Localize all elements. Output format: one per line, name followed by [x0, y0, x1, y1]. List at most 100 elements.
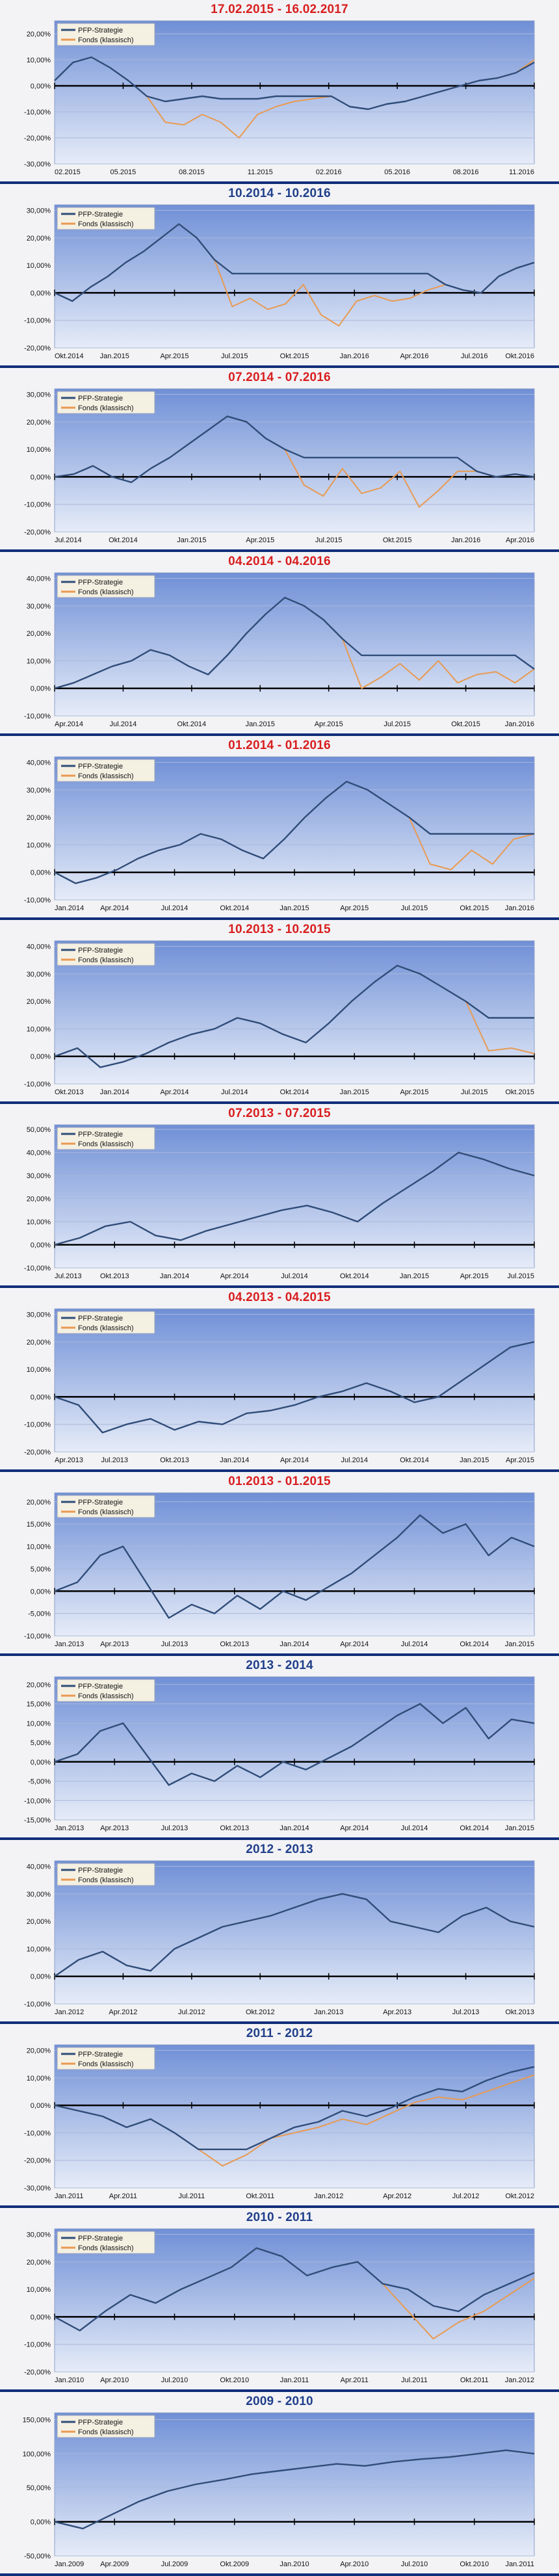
- y-tick-label: 10,00%: [27, 1544, 51, 1551]
- y-tick-label: -15,00%: [24, 1817, 51, 1824]
- chart-svg: 150,00% 100,00% 50,00% 0,00% -50,00% Jan.2009…: [23, 2412, 535, 2568]
- chart-svg: 50,00% 40,00% 30,00% 20,00% 10,00% 0,00% -10,0…: [24, 1124, 535, 1280]
- series-line: [54, 596, 535, 689]
- legend-label: Fonds (klassisch): [78, 588, 134, 596]
- series-line: [54, 2066, 535, 2151]
- x-tick-label: Apr.2014: [280, 1456, 309, 1464]
- series-line: [54, 56, 535, 111]
- legend-box: [57, 1679, 155, 1702]
- x-tick-label: Apr.2015: [400, 1088, 428, 1096]
- y-tick-label: 20,00%: [27, 2047, 51, 2055]
- x-tick-label: Jul.2013: [452, 2008, 480, 2016]
- y-tick-label: 0,00%: [31, 1393, 51, 1401]
- legend-label: PFP-Strategie: [78, 1315, 123, 1322]
- legend-label: PFP-Strategie: [78, 1131, 123, 1138]
- x-tick-label: Jan.2015: [400, 1272, 429, 1280]
- x-tick-label: Okt.2015: [383, 536, 412, 544]
- legend-label: PFP-Strategie: [78, 947, 123, 954]
- y-tick-label: 0,00%: [31, 2102, 51, 2110]
- x-tick-label: Okt.2014: [400, 1456, 429, 1464]
- chart-svg: 20,00% 10,00% 0,00% -10,00% -20,00% -30,00% Ja…: [24, 2044, 535, 2200]
- x-tick-label: Jan.2015: [505, 1824, 534, 1832]
- x-tick-label: Jan.2015: [177, 536, 206, 544]
- chart-title: 2011 - 2012: [246, 2027, 313, 2040]
- x-tick-label: Jul.2015: [401, 904, 428, 912]
- legend-box: [57, 1495, 155, 1518]
- y-tick-label: 0,00%: [31, 83, 51, 90]
- chart-title: 17.02.2015 - 16.02.2017: [211, 3, 348, 16]
- x-tick-label: Okt.2011: [246, 2192, 274, 2200]
- x-tick-label: 11.2015: [248, 168, 273, 176]
- x-tick-label: Jan.2016: [505, 904, 534, 912]
- y-tick-label: 10,00%: [27, 1720, 51, 1728]
- x-tick-label: Jan.2010: [55, 2376, 84, 2384]
- chart-title: 07.2013 - 07.2015: [228, 1107, 331, 1120]
- y-tick-label: -5,00%: [28, 1610, 51, 1618]
- y-tick-label: 30,00%: [27, 1891, 51, 1899]
- x-tick-label: Okt.2014: [109, 536, 138, 544]
- x-tick-label: Jul.2012: [452, 2192, 480, 2200]
- legend-label: Fonds (klassisch): [78, 1508, 134, 1516]
- chart-panel: 20,00% 10,00% 0,00% -10,00% -20,00% -30,00% Ja…: [0, 2024, 559, 2208]
- x-tick-label: Okt.2010: [460, 2560, 489, 2568]
- x-tick-label: Okt.2013: [220, 1824, 249, 1832]
- legend-label: Fonds (klassisch): [78, 1876, 134, 1884]
- y-tick-label: 40,00%: [27, 943, 51, 951]
- legend-label: PFP-Strategie: [78, 2419, 123, 2426]
- legend-label: PFP-Strategie: [78, 763, 123, 770]
- chart-panel: 20,00% 10,00% 0,00% -10,00% -20,00% -30,00% 02…: [0, 0, 559, 184]
- chart-panel: 50,00% 40,00% 30,00% 20,00% 10,00% 0,00% -10,0…: [0, 1104, 559, 1288]
- chart-svg: 40,00% 30,00% 20,00% 10,00% 0,00% -10,00% Okt.…: [24, 940, 535, 1096]
- y-tick-label: 30,00%: [27, 971, 51, 979]
- x-tick-label: Okt.2014: [55, 352, 84, 360]
- chart-svg: 30,00% 20,00% 10,00% 0,00% -10,00% -20,00% Okt…: [24, 204, 535, 360]
- x-tick-label: Apr.2009: [100, 2560, 129, 2568]
- y-tick-label: 20,00%: [27, 2259, 51, 2267]
- chart-svg: 40,00% 30,00% 20,00% 10,00% 0,00% -10,00% Jan.…: [24, 1860, 535, 2016]
- chart-svg: 20,00% 15,00% 10,00% 5,00% 0,00% -5,00% -10,00…: [24, 1676, 535, 1832]
- chart-panel: 30,00% 20,00% 10,00% 0,00% -10,00% -20,00% Jul…: [0, 368, 559, 552]
- y-tick-label: 40,00%: [27, 1863, 51, 1871]
- legend-label: PFP-Strategie: [78, 27, 123, 34]
- x-tick-label: Okt.2016: [505, 352, 534, 360]
- x-tick-label: Jan.2011: [280, 2376, 309, 2384]
- y-tick-label: -20,00%: [24, 2369, 51, 2376]
- legend-label: PFP-Strategie: [78, 211, 123, 218]
- y-tick-label: 20,00%: [27, 814, 51, 822]
- chart-panel: 40,00% 30,00% 20,00% 10,00% 0,00% -10,00% Okt.…: [0, 920, 559, 1104]
- chart-title: 01.2014 - 01.2016: [228, 739, 331, 752]
- x-tick-label: Jul.2013: [161, 1640, 188, 1648]
- x-tick-label: Jan.2014: [280, 1824, 309, 1832]
- legend-box: [57, 2231, 155, 2254]
- y-tick-label: 10,00%: [27, 1218, 51, 1226]
- legend-box: [57, 1863, 155, 1886]
- x-tick-label: Jul.2011: [178, 2192, 205, 2200]
- x-tick-label: Jul.2015: [461, 1088, 488, 1096]
- x-tick-label: Apr.2014: [100, 904, 129, 912]
- chart-title: 07.2014 - 07.2016: [228, 371, 331, 384]
- y-tick-label: 20,00%: [27, 630, 51, 638]
- legend-label: PFP-Strategie: [78, 395, 123, 402]
- y-tick-label: 20,00%: [27, 1339, 51, 1347]
- y-tick-label: -10,00%: [24, 1797, 51, 1805]
- y-tick-label: -10,00%: [24, 1081, 51, 1088]
- chart-title: 10.2013 - 10.2015: [228, 923, 331, 936]
- x-tick-label: Jan.2014: [220, 1456, 249, 1464]
- legend-label: Fonds (klassisch): [78, 2428, 134, 2436]
- legend: PFP-Strategie Fonds (klassisch): [57, 1495, 155, 1518]
- y-tick-label: 20,00%: [27, 31, 51, 38]
- y-tick-label: -10,00%: [24, 317, 51, 325]
- legend-box: [57, 23, 155, 46]
- series-line: [54, 964, 534, 1068]
- x-tick-label: Okt.2013: [220, 1640, 249, 1648]
- series-line: [54, 2247, 535, 2332]
- series-line: [54, 1893, 535, 1977]
- series-line: [54, 780, 534, 884]
- x-tick-label: Okt.2012: [505, 2192, 534, 2200]
- x-tick-label: Okt.2015: [280, 352, 309, 360]
- x-tick-label: Okt.2013: [100, 1272, 129, 1280]
- y-tick-label: 30,00%: [27, 1311, 51, 1319]
- x-tick-label: Jan.2014: [100, 1088, 129, 1096]
- legend: PFP-Strategie Fonds (klassisch): [57, 943, 155, 966]
- legend-label: Fonds (klassisch): [78, 36, 134, 44]
